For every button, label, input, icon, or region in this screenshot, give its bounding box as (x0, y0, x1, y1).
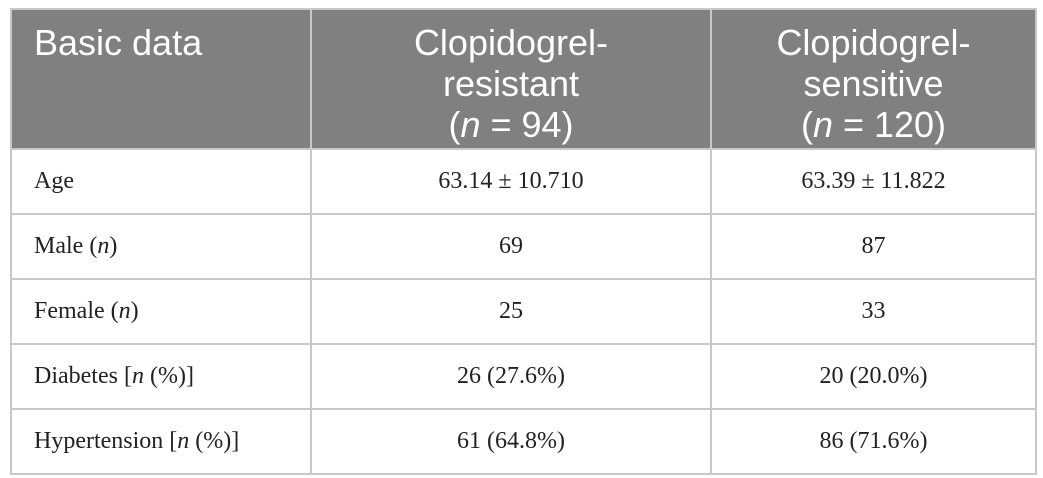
table-row: Age 63.14 ± 10.710 63.39 ± 11.822 (10, 148, 1037, 215)
table-cell: Female (n) (10, 278, 312, 345)
cell-text: Female ( (34, 298, 119, 324)
table-cell: Male (n) (10, 213, 312, 280)
table-cell: 87 (710, 213, 1037, 280)
table-cell: 20 (20.0%) (710, 343, 1037, 410)
cell-text: (%)] (189, 428, 240, 454)
table-cell: 86 (71.6%) (710, 408, 1037, 475)
cell-text: 63.39 ± 11.822 (801, 168, 946, 194)
cell-text: 69 (499, 233, 523, 259)
data-table: Basic data Clopidogrel-resistant (n = 94) C… (10, 8, 1037, 475)
table-cell: 25 (310, 278, 712, 345)
cell-text: Diabetes [ (34, 363, 132, 389)
table-row: Diabetes [n (%)] 26 (27.6%) 20 (20.0%) (10, 343, 1037, 410)
cell-text: ) (109, 233, 118, 259)
header-row: Basic data Clopidogrel-resistant (n = 94) C… (10, 8, 1037, 150)
cell-text: Clopidogrel-sensitive (776, 22, 971, 104)
table-header: Basic data Clopidogrel-resistant (n = 94) C… (10, 8, 1037, 150)
cell-text: Male ( (34, 233, 98, 259)
table-row: Male (n) 69 87 (10, 213, 1037, 280)
table-row: Hypertension [n (%)] 61 (64.8%) 86 (71.6%) (10, 408, 1037, 475)
header-cell: Clopidogrel-sensitive (n = 120) (710, 8, 1037, 150)
cell-text: 63.14 ± 10.710 (438, 168, 584, 194)
italic-text: n (460, 104, 481, 145)
italic-text: n (131, 363, 144, 389)
cell-text: 33 (861, 298, 886, 324)
cell-text: Clopidogrel-resistant (413, 22, 609, 104)
cell-text: 61 (64.8%) (457, 428, 565, 454)
cell-text: 20 (20.0%) (819, 363, 928, 389)
italic-text: n (97, 233, 110, 259)
cell-text: ( (448, 104, 461, 145)
cell-text: 26 (27.6%) (457, 363, 565, 389)
table-cell: Age (10, 148, 312, 215)
header-cell: Basic data (10, 8, 312, 150)
italic-text: n (118, 298, 131, 324)
header-cell: Clopidogrel-resistant (n = 94) (310, 8, 712, 150)
cell-text: Hypertension [ (34, 428, 178, 454)
table-cell: 69 (310, 213, 712, 280)
cell-text: Age (34, 168, 74, 194)
table-cell: 63.14 ± 10.710 (310, 148, 712, 215)
table-cell: Diabetes [n (%)] (10, 343, 312, 410)
table-cell: Hypertension [n (%)] (10, 408, 312, 475)
cell-text: 25 (499, 298, 523, 324)
cell-text: (%)] (143, 363, 194, 389)
table-cell: 33 (710, 278, 1037, 345)
cell-text: ) (130, 298, 139, 324)
table-body: Age 63.14 ± 10.710 63.39 ± 11.822 Male (n) 6… (10, 148, 1037, 475)
cell-text: = 94) (480, 104, 574, 145)
cell-text: = 120) (832, 104, 947, 145)
table-cell: 63.39 ± 11.822 (710, 148, 1037, 215)
table-row: Female (n) 25 33 (10, 278, 1037, 345)
cell-text: 86 (71.6%) (819, 428, 928, 454)
cell-text: ( (800, 104, 813, 145)
table-cell: 61 (64.8%) (310, 408, 712, 475)
table-cell: 26 (27.6%) (310, 343, 712, 410)
cell-text: Basic data (34, 22, 203, 63)
cell-text: 87 (861, 233, 886, 259)
italic-text: n (812, 104, 833, 145)
italic-text: n (177, 428, 190, 454)
